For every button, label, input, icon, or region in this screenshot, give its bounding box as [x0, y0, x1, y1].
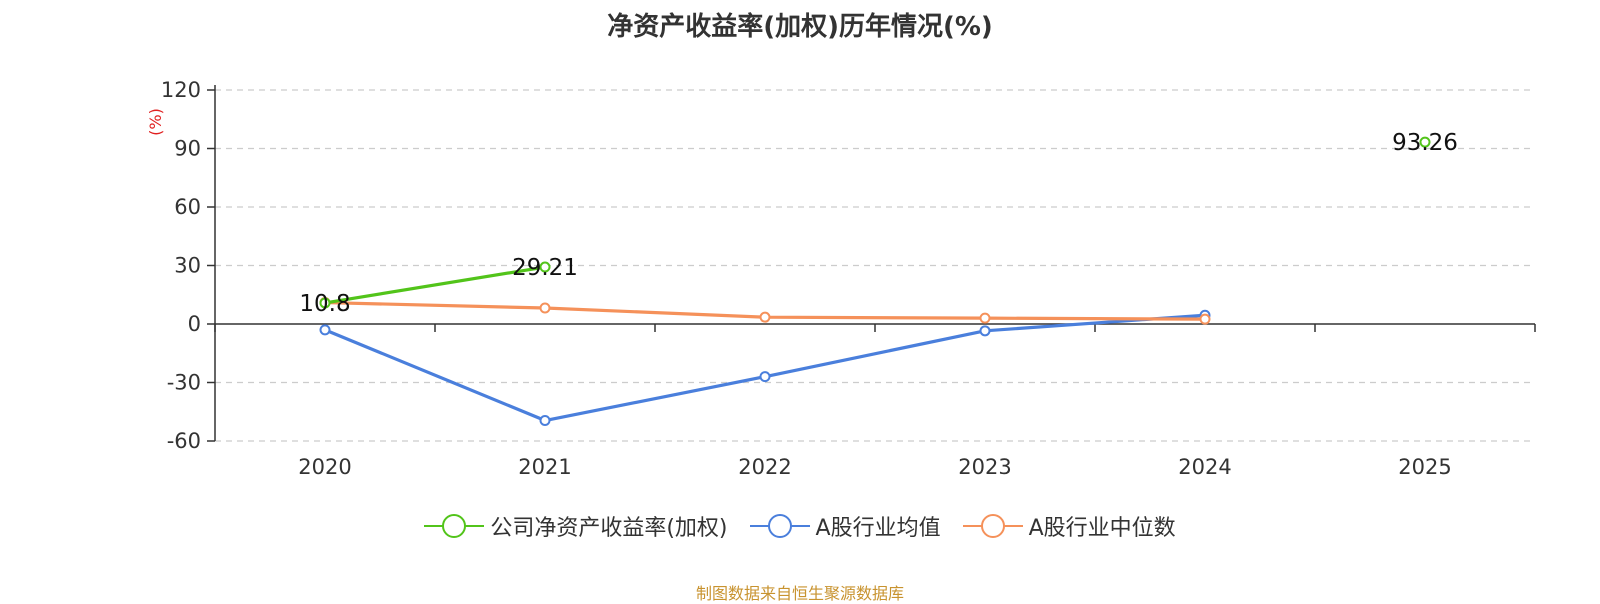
- data-label: 29.21: [512, 255, 578, 281]
- data-point: [319, 297, 331, 309]
- grid-lines: [215, 89, 1535, 442]
- legend-swatch-icon: [424, 514, 485, 538]
- legend-swatch-icon: [962, 514, 1023, 538]
- data-point: [539, 261, 551, 273]
- x-tick-label: 2024: [1178, 455, 1231, 479]
- legend-item[interactable]: A股行业均值: [749, 510, 941, 542]
- data-point: [319, 324, 331, 336]
- data-point: [539, 302, 551, 314]
- x-tick-label: 2020: [298, 455, 351, 479]
- source-footer: 制图数据来自恒生聚源数据库: [695, 584, 904, 603]
- legend-label: A股行业中位数: [1028, 516, 1176, 541]
- data-labels: 10.8 29.21 93.26: [299, 130, 1458, 317]
- data-point: [759, 311, 771, 323]
- data-label: 93.26: [1392, 130, 1458, 156]
- data-label: 10.8: [299, 291, 350, 317]
- axes: 120 90 60 30 0 -30 -60 2020 2021 2022 2023 2024 2025: [161, 78, 1536, 479]
- y-tick-label: -60: [167, 429, 201, 453]
- legend-item[interactable]: A股行业中位数: [962, 510, 1176, 542]
- x-tick-label: 2021: [518, 455, 571, 479]
- data-point: [539, 415, 551, 427]
- y-axis-label: (%): [146, 108, 165, 136]
- legend-swatch-icon: [749, 514, 810, 538]
- y-tick-label: 0: [188, 312, 201, 336]
- y-tick-label: 90: [174, 137, 201, 161]
- x-tick-label: 2025: [1398, 455, 1451, 479]
- y-tick-label: 60: [174, 195, 201, 219]
- y-tick-label: 30: [174, 254, 201, 278]
- legend-item[interactable]: 公司净资产收益率(加权): [424, 510, 728, 542]
- data-point: [1419, 136, 1431, 148]
- chart-title: 净资产收益率(加权)历年情况(%): [607, 12, 993, 42]
- legend-label: A股行业均值: [815, 516, 941, 541]
- data-point: [979, 312, 991, 324]
- legend: 公司净资产收益率(加权) A股行业均值 A股行业中位数: [0, 510, 1600, 542]
- data-point: [1199, 313, 1211, 325]
- x-tick-label: 2023: [958, 455, 1011, 479]
- series-line: [324, 313, 1206, 423]
- x-tick-label: 2022: [738, 455, 791, 479]
- data-point: [979, 325, 991, 337]
- series-line: [324, 265, 546, 305]
- y-tick-label: -30: [167, 371, 201, 395]
- y-tick-label: 120: [161, 78, 201, 102]
- series-lines: [319, 136, 1431, 427]
- legend-label: 公司净资产收益率(加权): [490, 516, 728, 541]
- data-point: [759, 371, 771, 383]
